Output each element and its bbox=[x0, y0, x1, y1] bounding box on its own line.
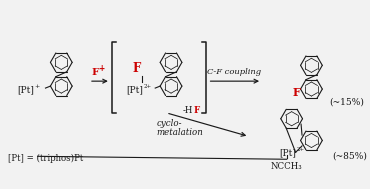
Text: F: F bbox=[132, 62, 141, 75]
Text: (~15%): (~15%) bbox=[330, 97, 364, 106]
Text: (~85%): (~85%) bbox=[333, 152, 367, 161]
Text: F: F bbox=[92, 68, 99, 77]
Text: C-F coupling: C-F coupling bbox=[207, 68, 261, 76]
Text: [Pt]: [Pt] bbox=[17, 86, 34, 94]
Text: F: F bbox=[194, 106, 200, 115]
Text: 2+: 2+ bbox=[297, 147, 305, 152]
Text: [Pt]: [Pt] bbox=[279, 148, 296, 157]
Text: cyclo-: cyclo- bbox=[156, 119, 182, 128]
Text: F: F bbox=[292, 87, 300, 98]
Text: [Pt]: [Pt] bbox=[127, 86, 144, 94]
Text: +: + bbox=[98, 64, 105, 73]
Text: NCCH₃: NCCH₃ bbox=[271, 162, 303, 171]
Text: +: + bbox=[34, 84, 39, 89]
Text: -H: -H bbox=[182, 106, 193, 115]
Text: metalation: metalation bbox=[156, 128, 203, 137]
Text: 2+: 2+ bbox=[144, 84, 152, 89]
Text: [Pt] = (triphos)Pt: [Pt] = (triphos)Pt bbox=[8, 154, 83, 163]
